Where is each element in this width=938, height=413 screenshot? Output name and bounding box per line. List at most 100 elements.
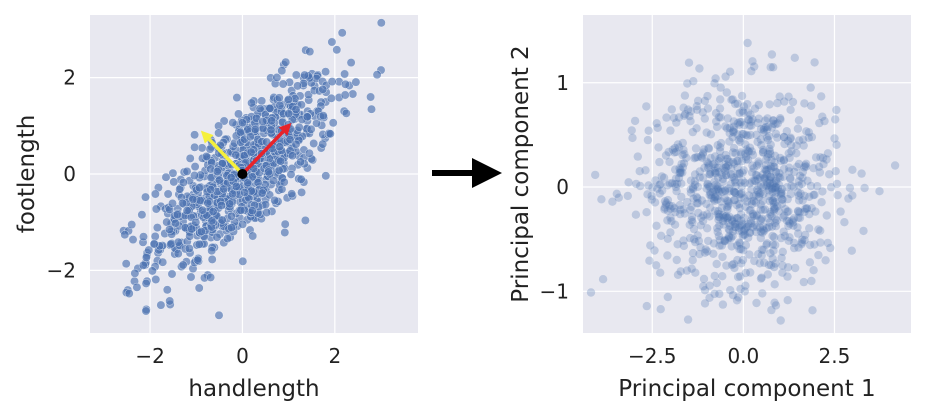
right-scatter-point (747, 197, 756, 206)
right-scatter-point (759, 226, 769, 236)
right-scatter-point (821, 256, 830, 265)
right-scatter-point (764, 186, 773, 195)
right-scatter-point (720, 193, 729, 203)
right-scatter-point (662, 198, 671, 207)
right-scatter-point (729, 143, 739, 153)
left-scatter-point (132, 282, 142, 292)
right-scatter-point (706, 170, 715, 179)
right-scatter-point (728, 133, 737, 142)
right-scatter-point (628, 133, 637, 143)
right-scatter-point (647, 191, 656, 201)
right-scatter-point (706, 130, 716, 139)
right-scatter-point (714, 157, 724, 166)
right-scatter-point (685, 220, 694, 229)
right-scatter-point (776, 188, 786, 197)
right-scatter-point (779, 172, 788, 181)
right-scatter-point (673, 179, 682, 189)
right-scatter-point (749, 211, 759, 220)
right-scatter-point (764, 165, 773, 174)
right-scatter-point (770, 298, 779, 307)
left-scatter-point (243, 178, 253, 188)
origin-marker (237, 169, 248, 179)
right-scatter-point (668, 202, 677, 211)
right-scatter-point (779, 132, 789, 142)
right-scatter-point (704, 161, 714, 170)
right-scatter-point (728, 172, 737, 182)
left-scatter-point (158, 257, 168, 267)
right-scatter-point (748, 223, 757, 232)
right-scatter-point (803, 176, 812, 185)
right-scatter-point (754, 187, 763, 196)
right-scatter-point (718, 300, 728, 309)
right-scatter-point (713, 141, 722, 150)
right-scatter-point (779, 155, 789, 164)
right-scatter-point (714, 207, 723, 216)
left-scatter-point (141, 253, 151, 262)
right-scatter-point (770, 204, 779, 213)
right-scatter-point (754, 250, 763, 259)
right-scatter-point (788, 216, 797, 225)
right-scatter-point (762, 240, 771, 249)
right-scatter-point (776, 114, 785, 123)
right-scatter-point (728, 95, 737, 104)
right-scatter-point (776, 115, 785, 124)
right-scatter-point (788, 97, 798, 107)
right-scatter-point (759, 222, 768, 231)
right-scatter-point (694, 236, 704, 246)
right-scatter-point (792, 162, 802, 171)
left-scatter-point (193, 255, 203, 265)
right-scatter-point (735, 120, 744, 129)
left-scatter-point (219, 116, 229, 126)
right-scatter-point (767, 211, 776, 221)
right-scatter-point (737, 216, 746, 225)
right-scatter-point (631, 210, 641, 219)
left-scatter-point (227, 223, 236, 233)
right-scatter-point (750, 256, 759, 266)
right-scatter-point (762, 224, 771, 233)
left-scatter-point (190, 130, 200, 140)
right-scatter-point (729, 128, 738, 137)
right-scatter-point (771, 218, 780, 228)
right-scatter-point (715, 221, 724, 230)
right-scatter-point (744, 191, 754, 200)
right-scatter-point (719, 213, 729, 223)
right-scatter-point (687, 264, 696, 273)
right-scatter-point (763, 178, 772, 187)
left-scatter-point (288, 151, 297, 161)
right-scatter-point (805, 210, 814, 219)
right-scatter-point (751, 170, 761, 180)
right-scatter-point (784, 236, 793, 245)
right-scatter-point (780, 211, 789, 220)
right-scatter-point (711, 169, 720, 178)
right-scatter-point (755, 189, 764, 198)
right-scatter-point (692, 124, 701, 133)
right-scatter-point (690, 170, 700, 179)
right-scatter-point (768, 231, 777, 241)
left-scatter-point (306, 124, 316, 134)
right-scatter-point (768, 188, 777, 197)
right-scatter-point (743, 222, 752, 231)
right-scatter-point (770, 204, 780, 213)
right-scatter-point (713, 163, 723, 172)
right-y-tick-label: 1 (556, 71, 569, 95)
right-scatter-point (772, 168, 781, 177)
left-scatter-point (286, 169, 296, 179)
left-scatter-point (255, 104, 265, 114)
right-scatter-point (705, 170, 714, 179)
right-scatter-point (712, 117, 721, 126)
right-scatter-point (693, 105, 702, 115)
right-scatter-point (770, 193, 779, 203)
right-scatter-point (780, 139, 789, 149)
left-scatter-point (291, 70, 301, 80)
right-scatter-point (745, 250, 754, 259)
left-scatter-point (187, 224, 197, 234)
right-scatter-point (713, 182, 722, 191)
right-scatter-point (727, 95, 736, 105)
right-scatter-point (650, 246, 659, 255)
right-scatter-point (627, 126, 636, 135)
right-scatter-point (672, 118, 681, 127)
right-scatter-point (741, 241, 751, 250)
right-scatter-point (750, 104, 760, 113)
right-scatter-point (706, 190, 716, 199)
right-scatter-point (771, 167, 781, 176)
